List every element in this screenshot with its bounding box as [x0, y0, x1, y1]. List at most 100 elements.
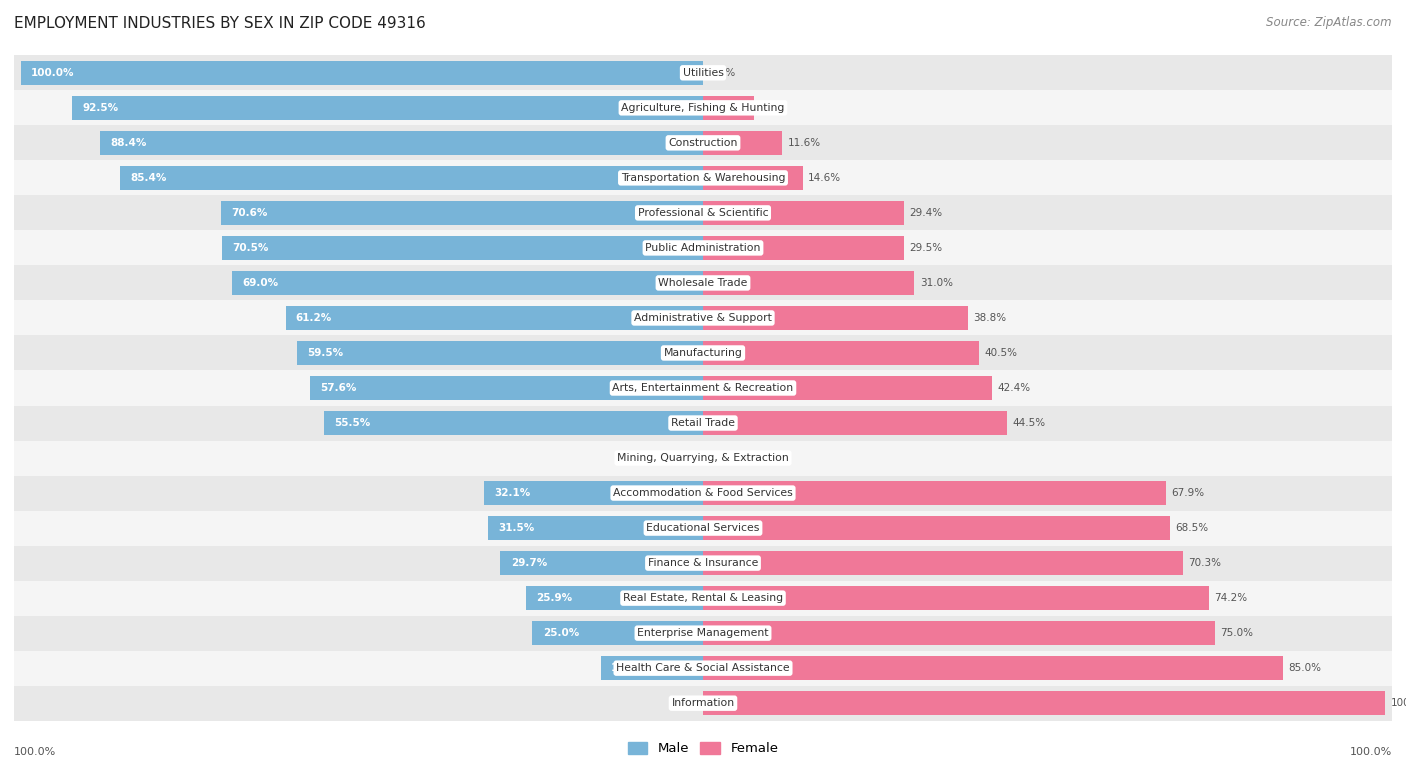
- Bar: [100, 130, 703, 155]
- Text: Source: ZipAtlas.com: Source: ZipAtlas.com: [1267, 16, 1392, 29]
- Bar: [14, 615, 1392, 650]
- Text: Health Care & Social Assistance: Health Care & Social Assistance: [616, 663, 790, 673]
- Text: Accommodation & Food Services: Accommodation & Food Services: [613, 488, 793, 498]
- Text: 25.9%: 25.9%: [537, 593, 572, 603]
- Text: 14.6%: 14.6%: [808, 173, 841, 183]
- Text: 75.0%: 75.0%: [1220, 628, 1253, 638]
- Bar: [14, 126, 1392, 161]
- Bar: [14, 406, 1392, 441]
- Text: 69.0%: 69.0%: [243, 278, 278, 288]
- Bar: [14, 370, 1392, 406]
- Bar: [14, 476, 1392, 511]
- Bar: [703, 621, 1215, 646]
- Bar: [14, 265, 1392, 300]
- Text: 100.0%: 100.0%: [31, 68, 75, 78]
- Bar: [14, 230, 1392, 265]
- Text: 59.5%: 59.5%: [308, 348, 343, 358]
- Bar: [285, 306, 703, 331]
- Bar: [703, 130, 782, 155]
- Text: 11.6%: 11.6%: [787, 138, 821, 148]
- Text: 7.5%: 7.5%: [759, 103, 786, 113]
- Bar: [600, 656, 703, 681]
- Text: 74.2%: 74.2%: [1215, 593, 1247, 603]
- Text: 29.7%: 29.7%: [510, 558, 547, 568]
- Text: 42.4%: 42.4%: [998, 383, 1031, 393]
- Bar: [72, 95, 703, 120]
- Text: Wholesale Trade: Wholesale Trade: [658, 278, 748, 288]
- Text: 25.0%: 25.0%: [543, 628, 579, 638]
- Bar: [703, 201, 904, 225]
- Bar: [703, 551, 1182, 575]
- Bar: [501, 551, 703, 575]
- Text: 40.5%: 40.5%: [984, 348, 1018, 358]
- Text: 100.0%: 100.0%: [1350, 747, 1392, 757]
- Bar: [533, 621, 703, 646]
- Bar: [703, 306, 967, 331]
- Bar: [121, 165, 703, 190]
- Text: Real Estate, Rental & Leasing: Real Estate, Rental & Leasing: [623, 593, 783, 603]
- Text: Retail Trade: Retail Trade: [671, 418, 735, 428]
- Bar: [703, 656, 1282, 681]
- Text: Construction: Construction: [668, 138, 738, 148]
- Bar: [703, 341, 979, 365]
- Text: 32.1%: 32.1%: [495, 488, 530, 498]
- Text: 29.5%: 29.5%: [910, 243, 943, 253]
- Bar: [703, 271, 914, 295]
- Bar: [14, 650, 1392, 686]
- Text: 61.2%: 61.2%: [295, 313, 332, 323]
- Bar: [703, 691, 1385, 715]
- Bar: [14, 196, 1392, 230]
- Text: Arts, Entertainment & Recreation: Arts, Entertainment & Recreation: [613, 383, 793, 393]
- Text: Professional & Scientific: Professional & Scientific: [638, 208, 768, 218]
- Bar: [703, 481, 1166, 505]
- Text: Finance & Insurance: Finance & Insurance: [648, 558, 758, 568]
- Text: 31.5%: 31.5%: [498, 523, 534, 533]
- Text: 100.0%: 100.0%: [14, 747, 56, 757]
- Bar: [222, 236, 703, 260]
- Text: 70.5%: 70.5%: [232, 243, 269, 253]
- Text: Public Administration: Public Administration: [645, 243, 761, 253]
- Bar: [14, 580, 1392, 615]
- Text: 88.4%: 88.4%: [110, 138, 146, 148]
- Bar: [14, 686, 1392, 721]
- Legend: Male, Female: Male, Female: [623, 736, 783, 760]
- Text: 70.6%: 70.6%: [232, 208, 269, 218]
- Text: 38.8%: 38.8%: [973, 313, 1007, 323]
- Bar: [703, 165, 803, 190]
- Bar: [232, 271, 703, 295]
- Bar: [14, 161, 1392, 196]
- Bar: [14, 441, 1392, 476]
- Text: Utilities: Utilities: [682, 68, 724, 78]
- Bar: [14, 55, 1392, 90]
- Bar: [14, 300, 1392, 335]
- Text: 68.5%: 68.5%: [1175, 523, 1209, 533]
- Bar: [325, 411, 703, 435]
- Bar: [488, 516, 703, 540]
- Text: Information: Information: [672, 698, 734, 708]
- Text: Administrative & Support: Administrative & Support: [634, 313, 772, 323]
- Text: Educational Services: Educational Services: [647, 523, 759, 533]
- Text: 29.4%: 29.4%: [910, 208, 942, 218]
- Bar: [311, 376, 703, 400]
- Bar: [703, 411, 1007, 435]
- Text: 57.6%: 57.6%: [321, 383, 357, 393]
- Text: 0.0%: 0.0%: [669, 453, 696, 463]
- Text: Mining, Quarrying, & Extraction: Mining, Quarrying, & Extraction: [617, 453, 789, 463]
- Text: 100.0%: 100.0%: [1391, 698, 1406, 708]
- Text: 85.4%: 85.4%: [131, 173, 167, 183]
- Text: Agriculture, Fishing & Hunting: Agriculture, Fishing & Hunting: [621, 103, 785, 113]
- Bar: [14, 511, 1392, 546]
- Bar: [703, 95, 754, 120]
- Text: Enterprise Management: Enterprise Management: [637, 628, 769, 638]
- Text: 0.0%: 0.0%: [669, 698, 696, 708]
- Text: EMPLOYMENT INDUSTRIES BY SEX IN ZIP CODE 49316: EMPLOYMENT INDUSTRIES BY SEX IN ZIP CODE…: [14, 16, 426, 30]
- Bar: [14, 546, 1392, 580]
- Text: 15.0%: 15.0%: [612, 663, 647, 673]
- Text: Transportation & Warehousing: Transportation & Warehousing: [621, 173, 785, 183]
- Bar: [526, 586, 703, 611]
- Text: Manufacturing: Manufacturing: [664, 348, 742, 358]
- Bar: [297, 341, 703, 365]
- Bar: [484, 481, 703, 505]
- Bar: [703, 586, 1209, 611]
- Bar: [21, 61, 703, 85]
